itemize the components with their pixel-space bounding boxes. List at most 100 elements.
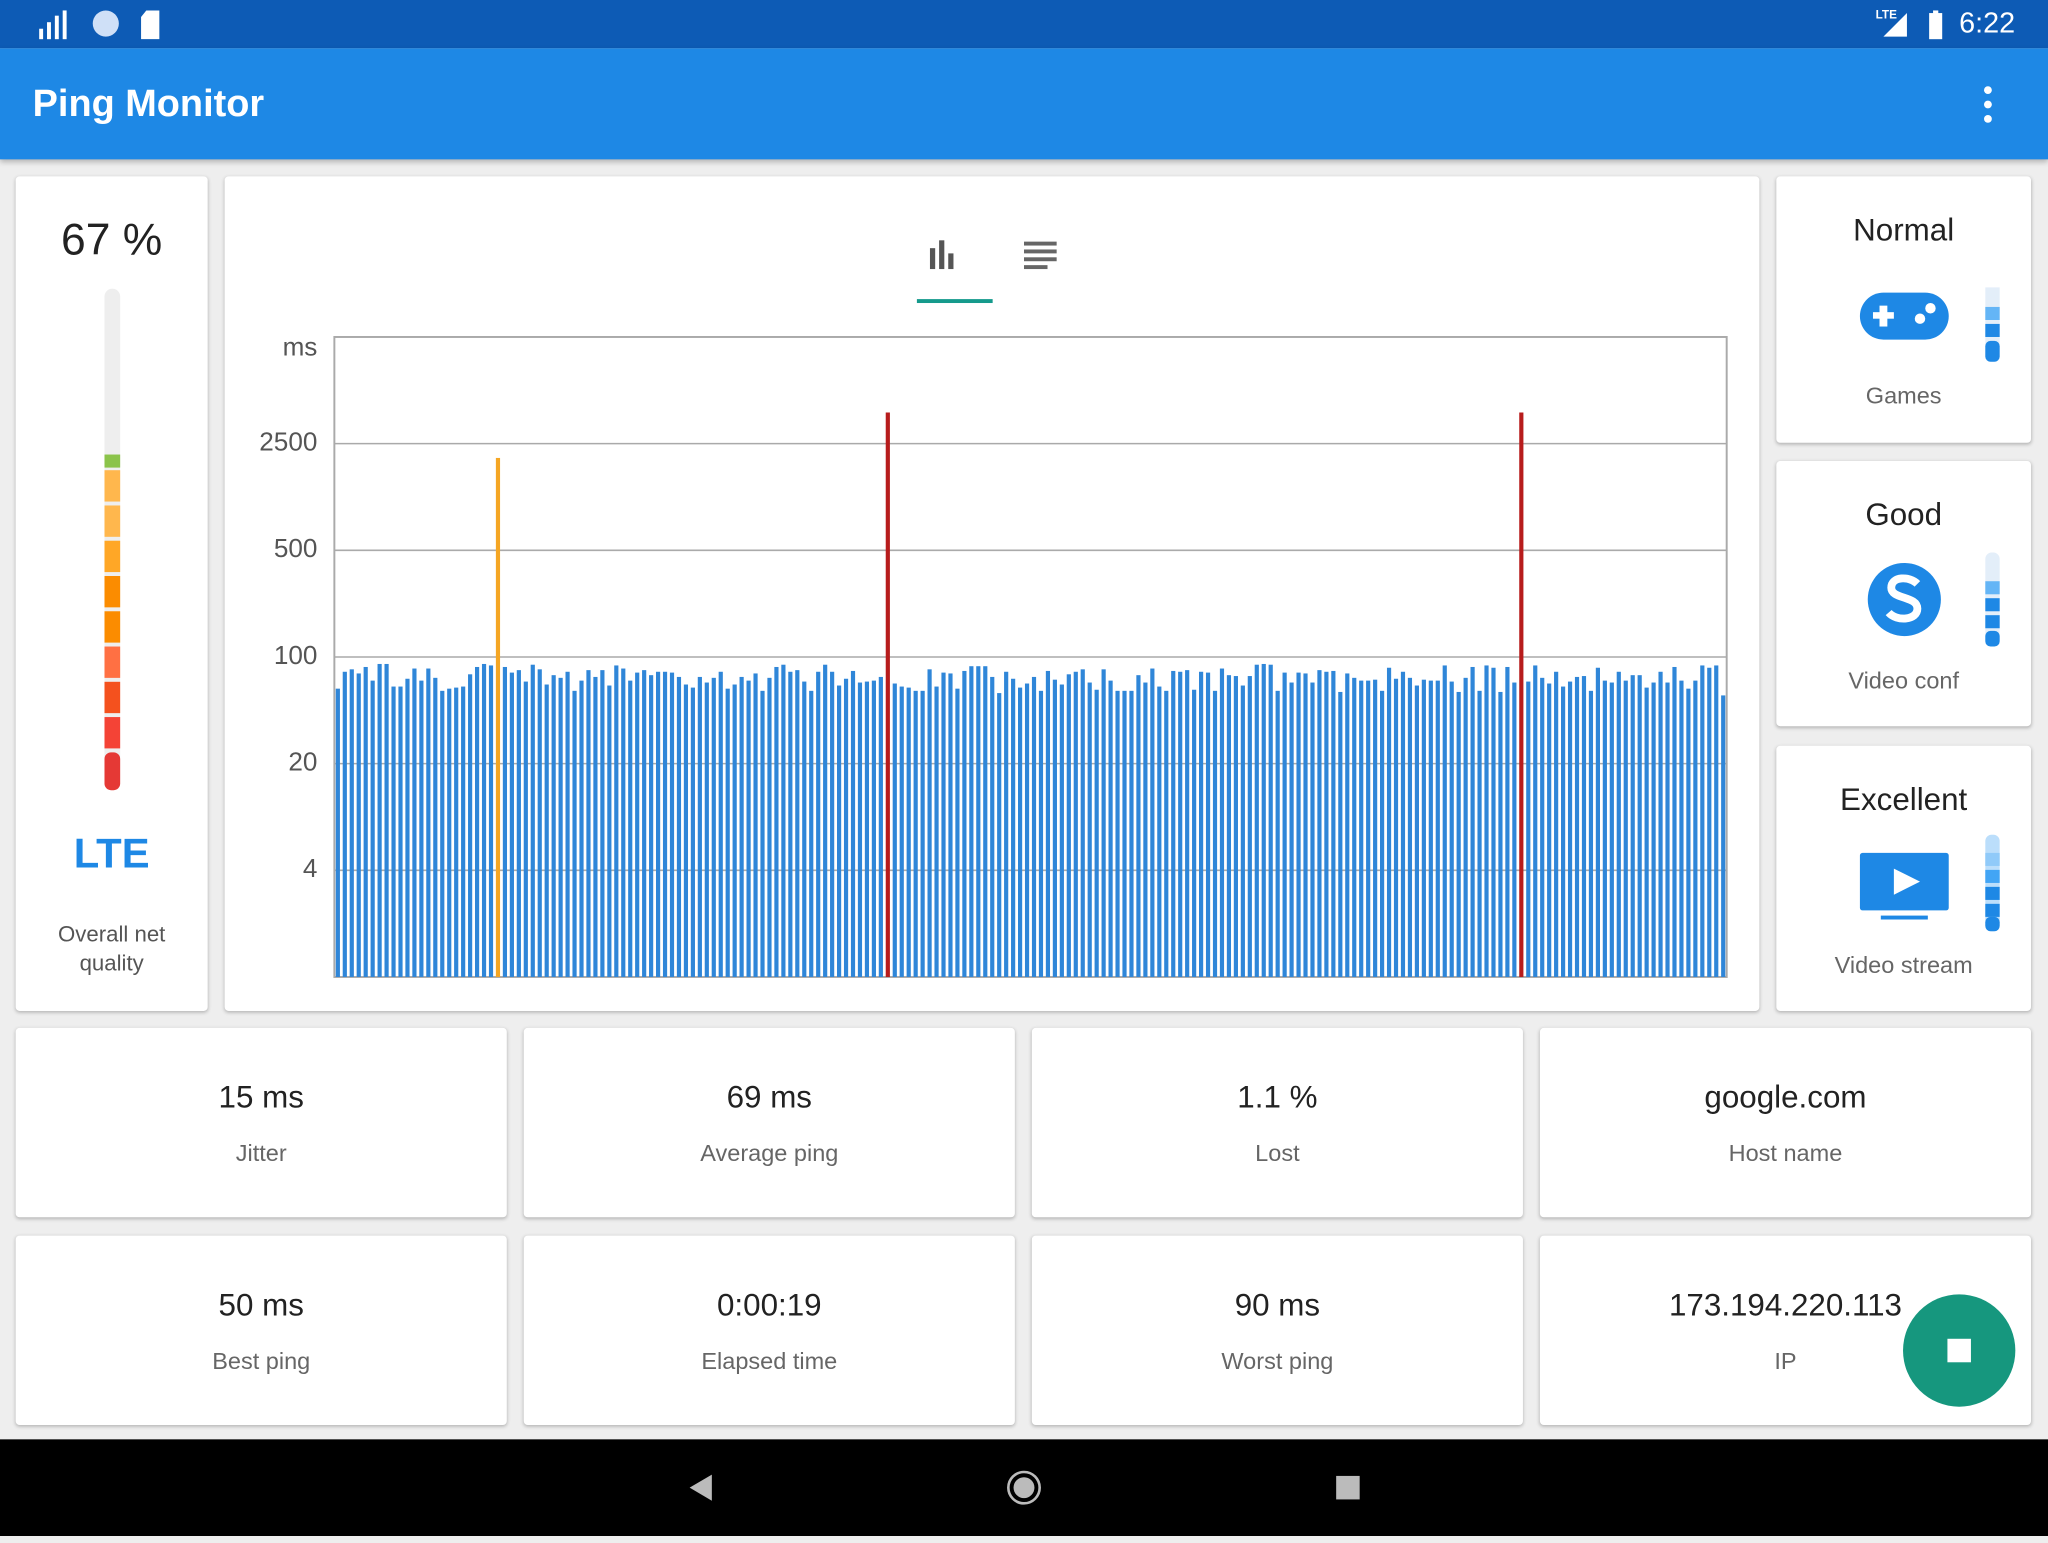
bar <box>1240 685 1245 977</box>
bar <box>990 676 995 977</box>
app-bar: Ping Monitor <box>0 48 2048 160</box>
bar <box>565 671 570 977</box>
bar <box>1045 670 1051 977</box>
bar <box>1282 672 1287 977</box>
games-icon <box>1859 287 2000 362</box>
bar <box>1143 682 1148 977</box>
bar <box>537 669 542 977</box>
list-tab[interactable] <box>1024 241 1057 270</box>
bar <box>1386 667 1392 977</box>
bar <box>1721 695 1726 977</box>
bar <box>1574 676 1580 977</box>
bar <box>642 670 647 977</box>
stat-card: 0:00:19 Elapsed time <box>523 1235 1015 1425</box>
bar <box>1463 677 1468 977</box>
bar <box>356 673 361 977</box>
bar <box>1373 679 1378 977</box>
bar <box>969 666 974 977</box>
back-button[interactable] <box>689 1474 712 1501</box>
bar <box>1011 678 1016 977</box>
bar <box>1700 665 1705 977</box>
bar <box>495 457 501 977</box>
bar <box>1205 672 1211 977</box>
bar <box>1017 687 1023 977</box>
bar <box>1602 680 1607 977</box>
bar <box>1059 684 1064 977</box>
bar <box>1644 687 1649 977</box>
bar <box>1352 677 1357 977</box>
bar <box>1331 670 1336 977</box>
bar <box>1470 666 1475 977</box>
bar <box>802 681 807 977</box>
bar <box>1157 686 1162 977</box>
bar <box>1588 690 1594 977</box>
bar <box>1310 682 1315 977</box>
home-button[interactable] <box>1007 1470 1041 1505</box>
bar <box>948 673 953 977</box>
recents-button[interactable] <box>1336 1475 1360 1500</box>
bar <box>614 665 619 977</box>
overflow-menu[interactable] <box>1975 85 2001 127</box>
bar <box>1658 671 1663 977</box>
bar <box>760 690 765 977</box>
bar <box>523 681 528 977</box>
stat-label: Elapsed time <box>701 1347 838 1375</box>
y-tick-label: 500 <box>274 533 318 563</box>
bar <box>447 688 452 977</box>
bar <box>1547 683 1552 977</box>
bar <box>1122 690 1127 977</box>
bar <box>725 688 730 977</box>
bar <box>1136 675 1141 977</box>
bar <box>1324 671 1329 977</box>
bar <box>1407 677 1413 977</box>
graph-tab[interactable] <box>929 240 954 270</box>
y-axis-label: ms <box>283 332 318 362</box>
bar <box>795 670 800 977</box>
bar <box>1623 680 1628 977</box>
bar <box>1080 669 1085 977</box>
bar <box>398 686 403 977</box>
bar <box>1665 682 1670 977</box>
stat-label: IP <box>1774 1347 1797 1375</box>
bar <box>419 680 424 977</box>
bar <box>468 674 473 977</box>
bar <box>976 666 981 977</box>
bar <box>370 680 375 977</box>
network-type: LTE <box>1875 7 1897 21</box>
bar <box>335 688 340 977</box>
bar <box>1031 676 1037 977</box>
bar <box>899 686 904 977</box>
bar <box>1561 686 1566 977</box>
y-tick-label: 100 <box>274 640 318 670</box>
activity-name: Video stream <box>1834 952 1973 979</box>
stat-label: Average ping <box>700 1140 839 1167</box>
bar <box>1686 688 1691 977</box>
stat-value: 50 ms <box>218 1287 304 1324</box>
bar <box>934 686 939 977</box>
bar <box>1595 667 1600 977</box>
bar <box>1024 683 1030 977</box>
stat-label: Lost <box>1255 1140 1300 1167</box>
bar <box>1150 668 1155 977</box>
bar <box>871 680 876 977</box>
bar <box>704 682 709 977</box>
bar <box>690 687 695 977</box>
bar <box>1477 690 1482 977</box>
bar <box>558 677 563 977</box>
bar <box>1616 671 1621 977</box>
bar <box>997 693 1002 977</box>
bar <box>1261 663 1266 977</box>
bar <box>1212 690 1218 977</box>
bar <box>1679 680 1684 977</box>
stat-card: 90 ms Worst ping <box>1031 1235 1523 1425</box>
activity-card: Good Video conf <box>1776 461 2032 727</box>
bar <box>342 671 347 977</box>
bar <box>1672 666 1677 977</box>
bar <box>913 690 918 977</box>
bar <box>1338 691 1343 977</box>
bar <box>906 687 911 977</box>
stop-button[interactable] <box>1900 1293 2020 1413</box>
bar <box>488 665 494 977</box>
bar <box>1400 671 1406 977</box>
bar <box>1380 690 1385 977</box>
